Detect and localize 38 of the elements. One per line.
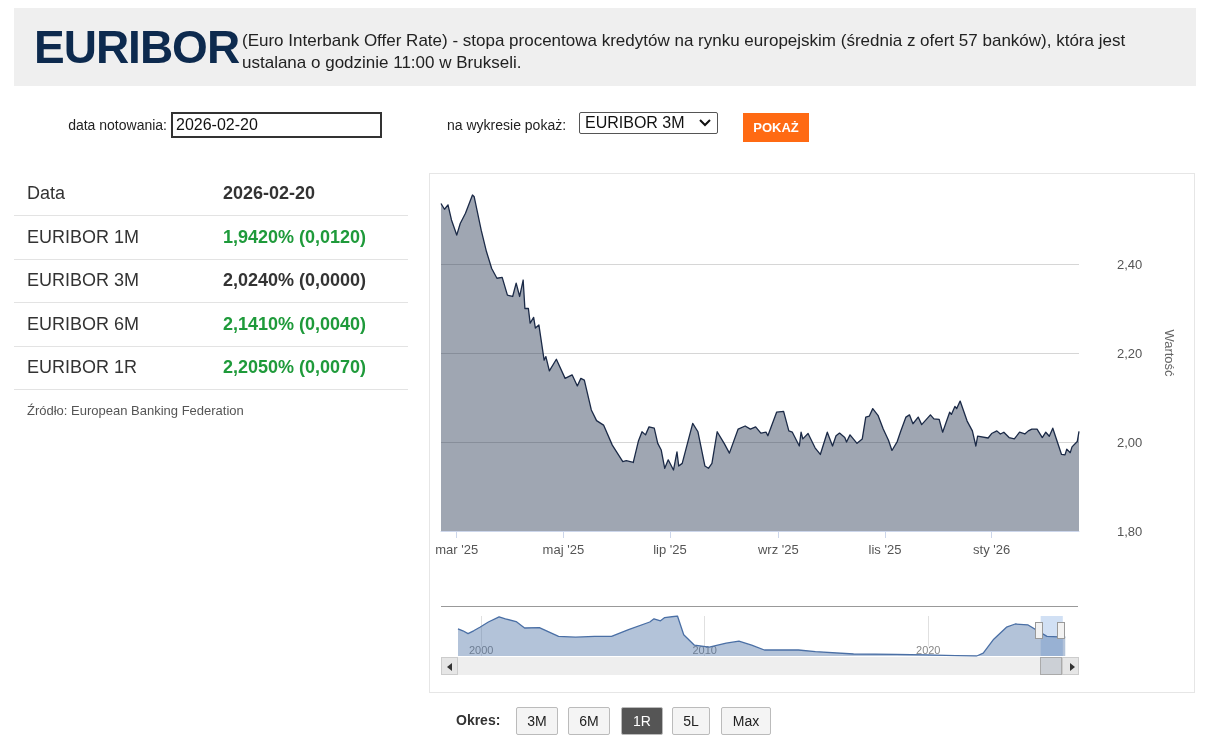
- text: POKAŻ: [743, 113, 809, 142]
- text: 1R: [621, 707, 663, 735]
- dropdown-field: EURIBOR 3M: [579, 112, 718, 134]
- x-tick-label: lis '25: [868, 542, 902, 557]
- text: 2,2050% (0,0070): [223, 356, 367, 379]
- text: Okres:: [456, 712, 501, 728]
- y-tick-label: 2,40: [1117, 256, 1143, 272]
- text: Data: [27, 182, 66, 205]
- text: 6M: [568, 707, 610, 735]
- text: 2,1410% (0,0040): [223, 312, 367, 336]
- x-tick-label: lip '25: [653, 542, 687, 557]
- text: EURIBOR 3M: [27, 269, 140, 292]
- text: 2026-02-20: [223, 182, 316, 205]
- x-tick-label: 2010: [692, 643, 717, 656]
- text: Źródło: European Banking Federation: [27, 403, 244, 418]
- y-axis-title: Wartość: [1162, 329, 1177, 378]
- x-tick-label: maj '25: [542, 542, 585, 557]
- text: 1,9420% (0,0120): [223, 225, 367, 249]
- text: na wykresie pokaż:: [447, 117, 567, 133]
- x-tick-label: 2000: [468, 643, 494, 656]
- text: Max: [721, 707, 771, 735]
- chart-subtitle: (Euro Interbank Offer Rate) - stopa procentowa kredytów na rynku europejskim (średnia z ofert 57 banków), która jest ustalana o godzinie 11:00 w Brukseli.: [242, 30, 1127, 74]
- text: EURIBOR 6M: [27, 312, 140, 336]
- y-tick-label: 2,20: [1117, 345, 1143, 361]
- chart-title: EURIBOR: [34, 20, 240, 74]
- text: data notowania:: [68, 117, 167, 133]
- x-tick-label: mar '25: [435, 542, 479, 557]
- text: 5L: [672, 707, 710, 735]
- y-tick-label: 2,00: [1117, 434, 1143, 450]
- x-tick-label: wrz '25: [756, 542, 799, 557]
- text: EURIBOR 1R: [27, 356, 138, 379]
- y-tick-label: 1,80: [1117, 523, 1143, 539]
- x-tick-label: 2020: [916, 643, 941, 656]
- x-tick-label: sty '26: [973, 542, 1011, 557]
- text: 2,0240% (0,0000): [223, 269, 367, 292]
- text: 3M: [516, 707, 558, 735]
- text: EURIBOR 1M: [27, 225, 140, 249]
- date-field: 2026-02-20: [171, 112, 382, 138]
